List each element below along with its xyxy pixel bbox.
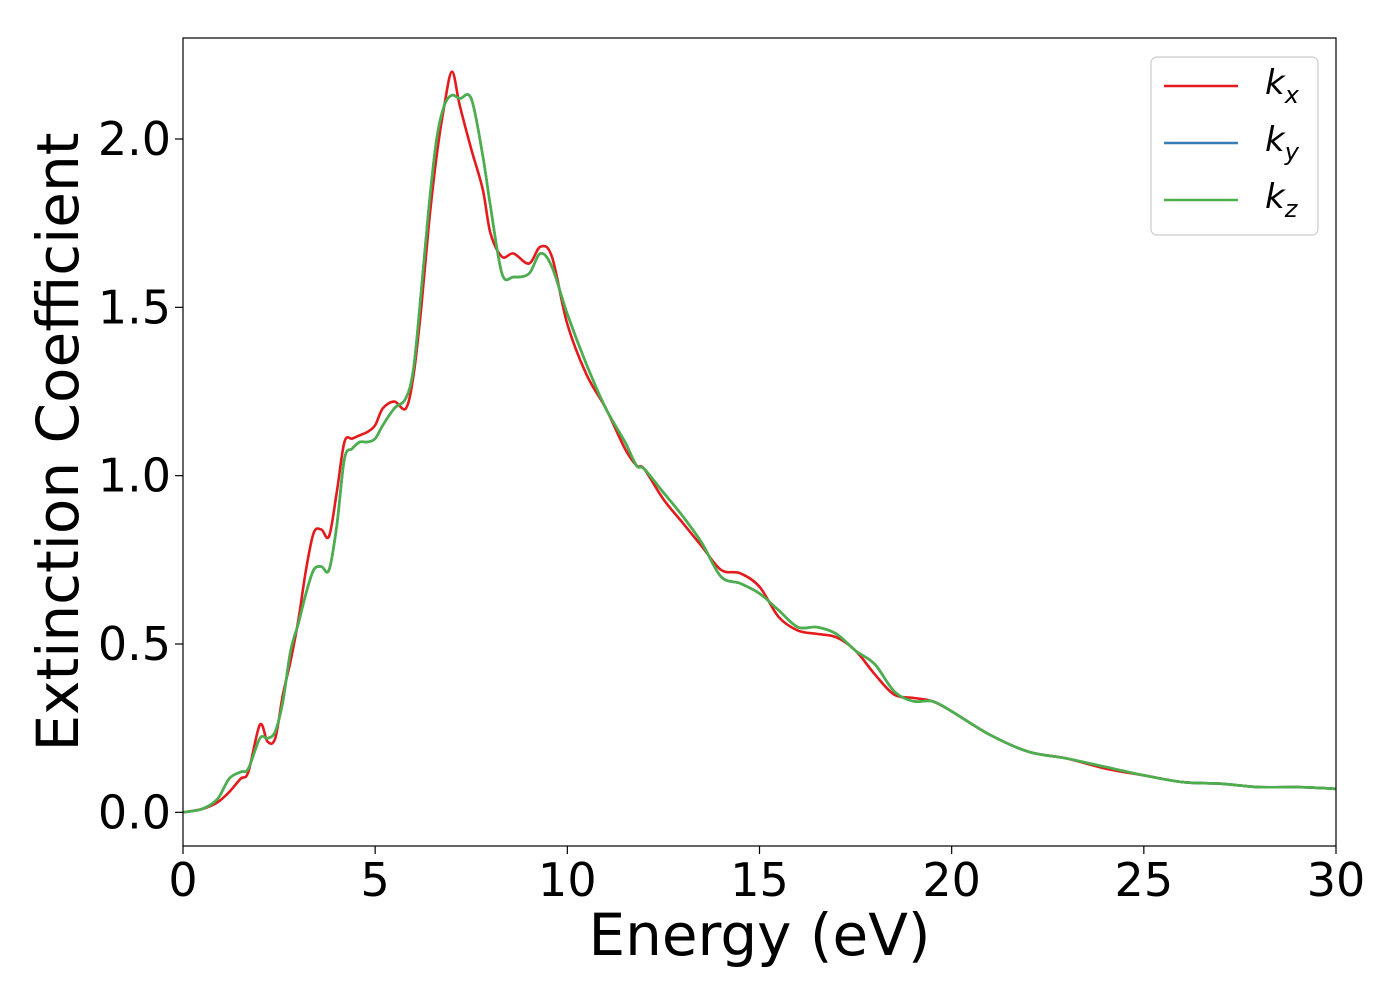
x-tick-label: 0: [168, 853, 197, 907]
y-axis-label: Extinction Coefficient: [24, 133, 92, 752]
y-tick-label: 0.5: [98, 617, 171, 671]
x-tick-label: 30: [1307, 853, 1366, 907]
y-tick-label: 1.0: [98, 449, 171, 503]
series-line-k-x: [183, 70, 1336, 814]
x-tick-label: 5: [361, 853, 390, 907]
y-tick-label: 1.5: [98, 280, 171, 334]
series-line-k-z: [183, 93, 1336, 814]
x-tick-label: 20: [922, 853, 981, 907]
series-layer: [183, 70, 1336, 814]
legend-label-k-x: kx: [1265, 63, 1300, 109]
x-tick-label: 25: [1115, 853, 1174, 907]
legend-label-k-z: kz: [1265, 177, 1299, 223]
x-tick-label: 10: [538, 853, 597, 907]
y-tick-label: 0.0: [98, 785, 171, 839]
x-axis-ticks: 0 5 10 15 20 25 30: [168, 846, 1365, 907]
legend-label-k-y: ky: [1265, 120, 1300, 166]
legend: kx ky kz: [1150, 56, 1319, 236]
y-axis-ticks: 0.0 0.5 1.0 1.5 2.0: [98, 112, 183, 839]
x-tick-label: 15: [730, 853, 789, 907]
x-axis-label: Energy (eV): [588, 901, 930, 969]
y-tick-label: 2.0: [98, 112, 171, 166]
legend-box: [1150, 56, 1319, 236]
